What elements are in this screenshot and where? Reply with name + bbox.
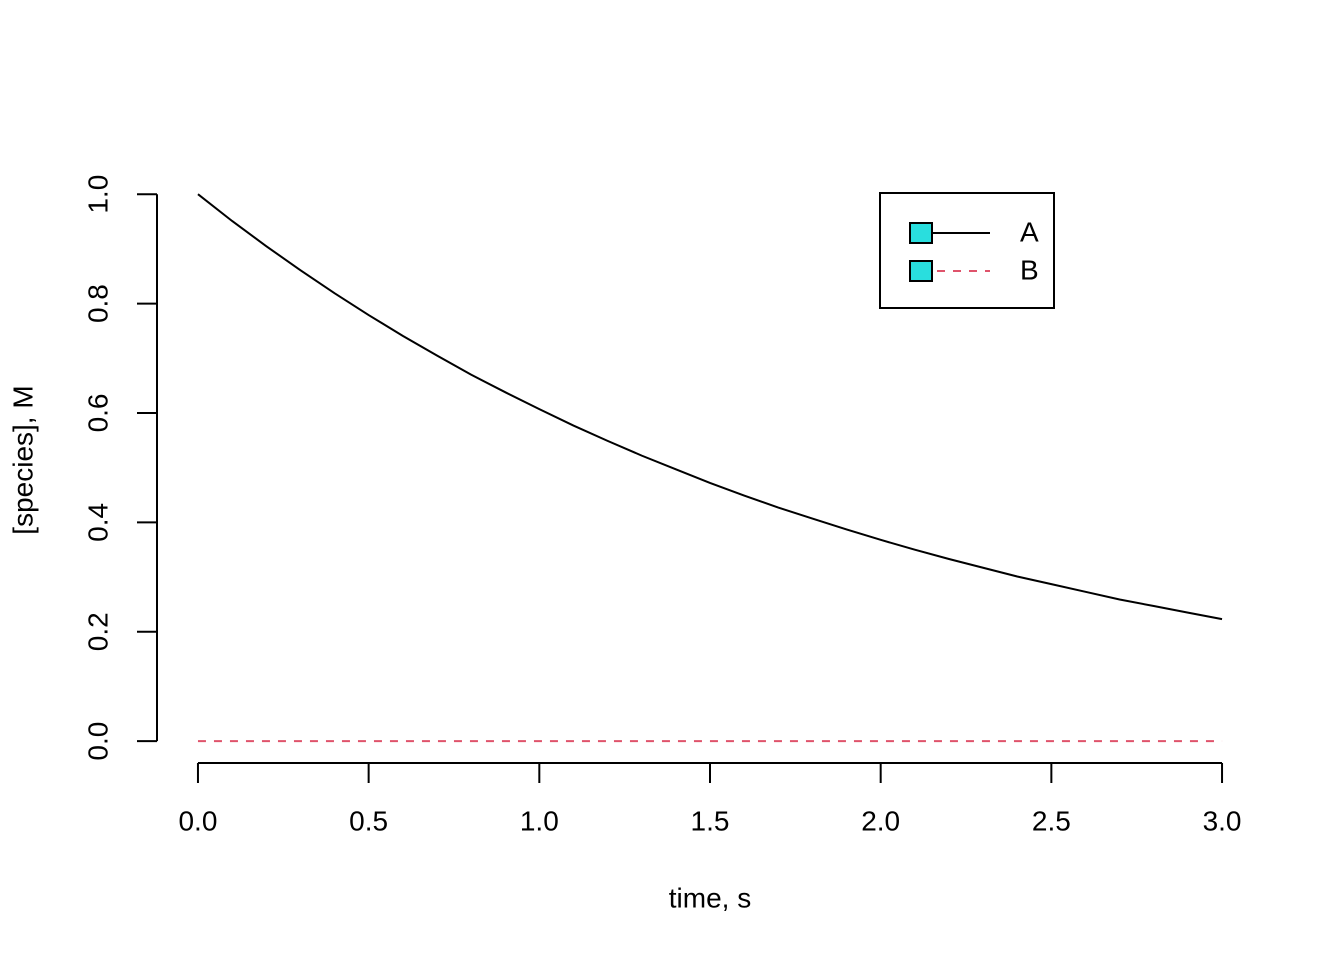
legend-label: A: [1020, 216, 1039, 247]
y-tick-label: 0.4: [82, 503, 113, 542]
legend-box: [879, 192, 1055, 309]
series-line: [197, 193, 1223, 621]
y-tick-label: 1.0: [82, 175, 113, 214]
legend-label: B: [1020, 254, 1039, 285]
x-tick-label: 0.0: [178, 805, 217, 836]
x-tick-label: 3.0: [1203, 805, 1242, 836]
legend-symbol: [909, 260, 933, 282]
legend-symbol: [909, 222, 933, 244]
y-tick-label: 0.2: [82, 612, 113, 651]
x-axis-label: time, s: [669, 882, 751, 913]
x-tick-label: 1.5: [691, 805, 730, 836]
y-tick-label: 0.0: [82, 722, 113, 761]
y-tick-label: 0.6: [82, 393, 113, 432]
y-tick-label: 0.8: [82, 284, 113, 323]
y-axis-label: [species], M: [7, 385, 38, 534]
x-tick-label: 1.0: [520, 805, 559, 836]
x-tick-label: 2.0: [861, 805, 900, 836]
x-tick-label: 0.5: [349, 805, 388, 836]
x-tick-label: 2.5: [1032, 805, 1071, 836]
